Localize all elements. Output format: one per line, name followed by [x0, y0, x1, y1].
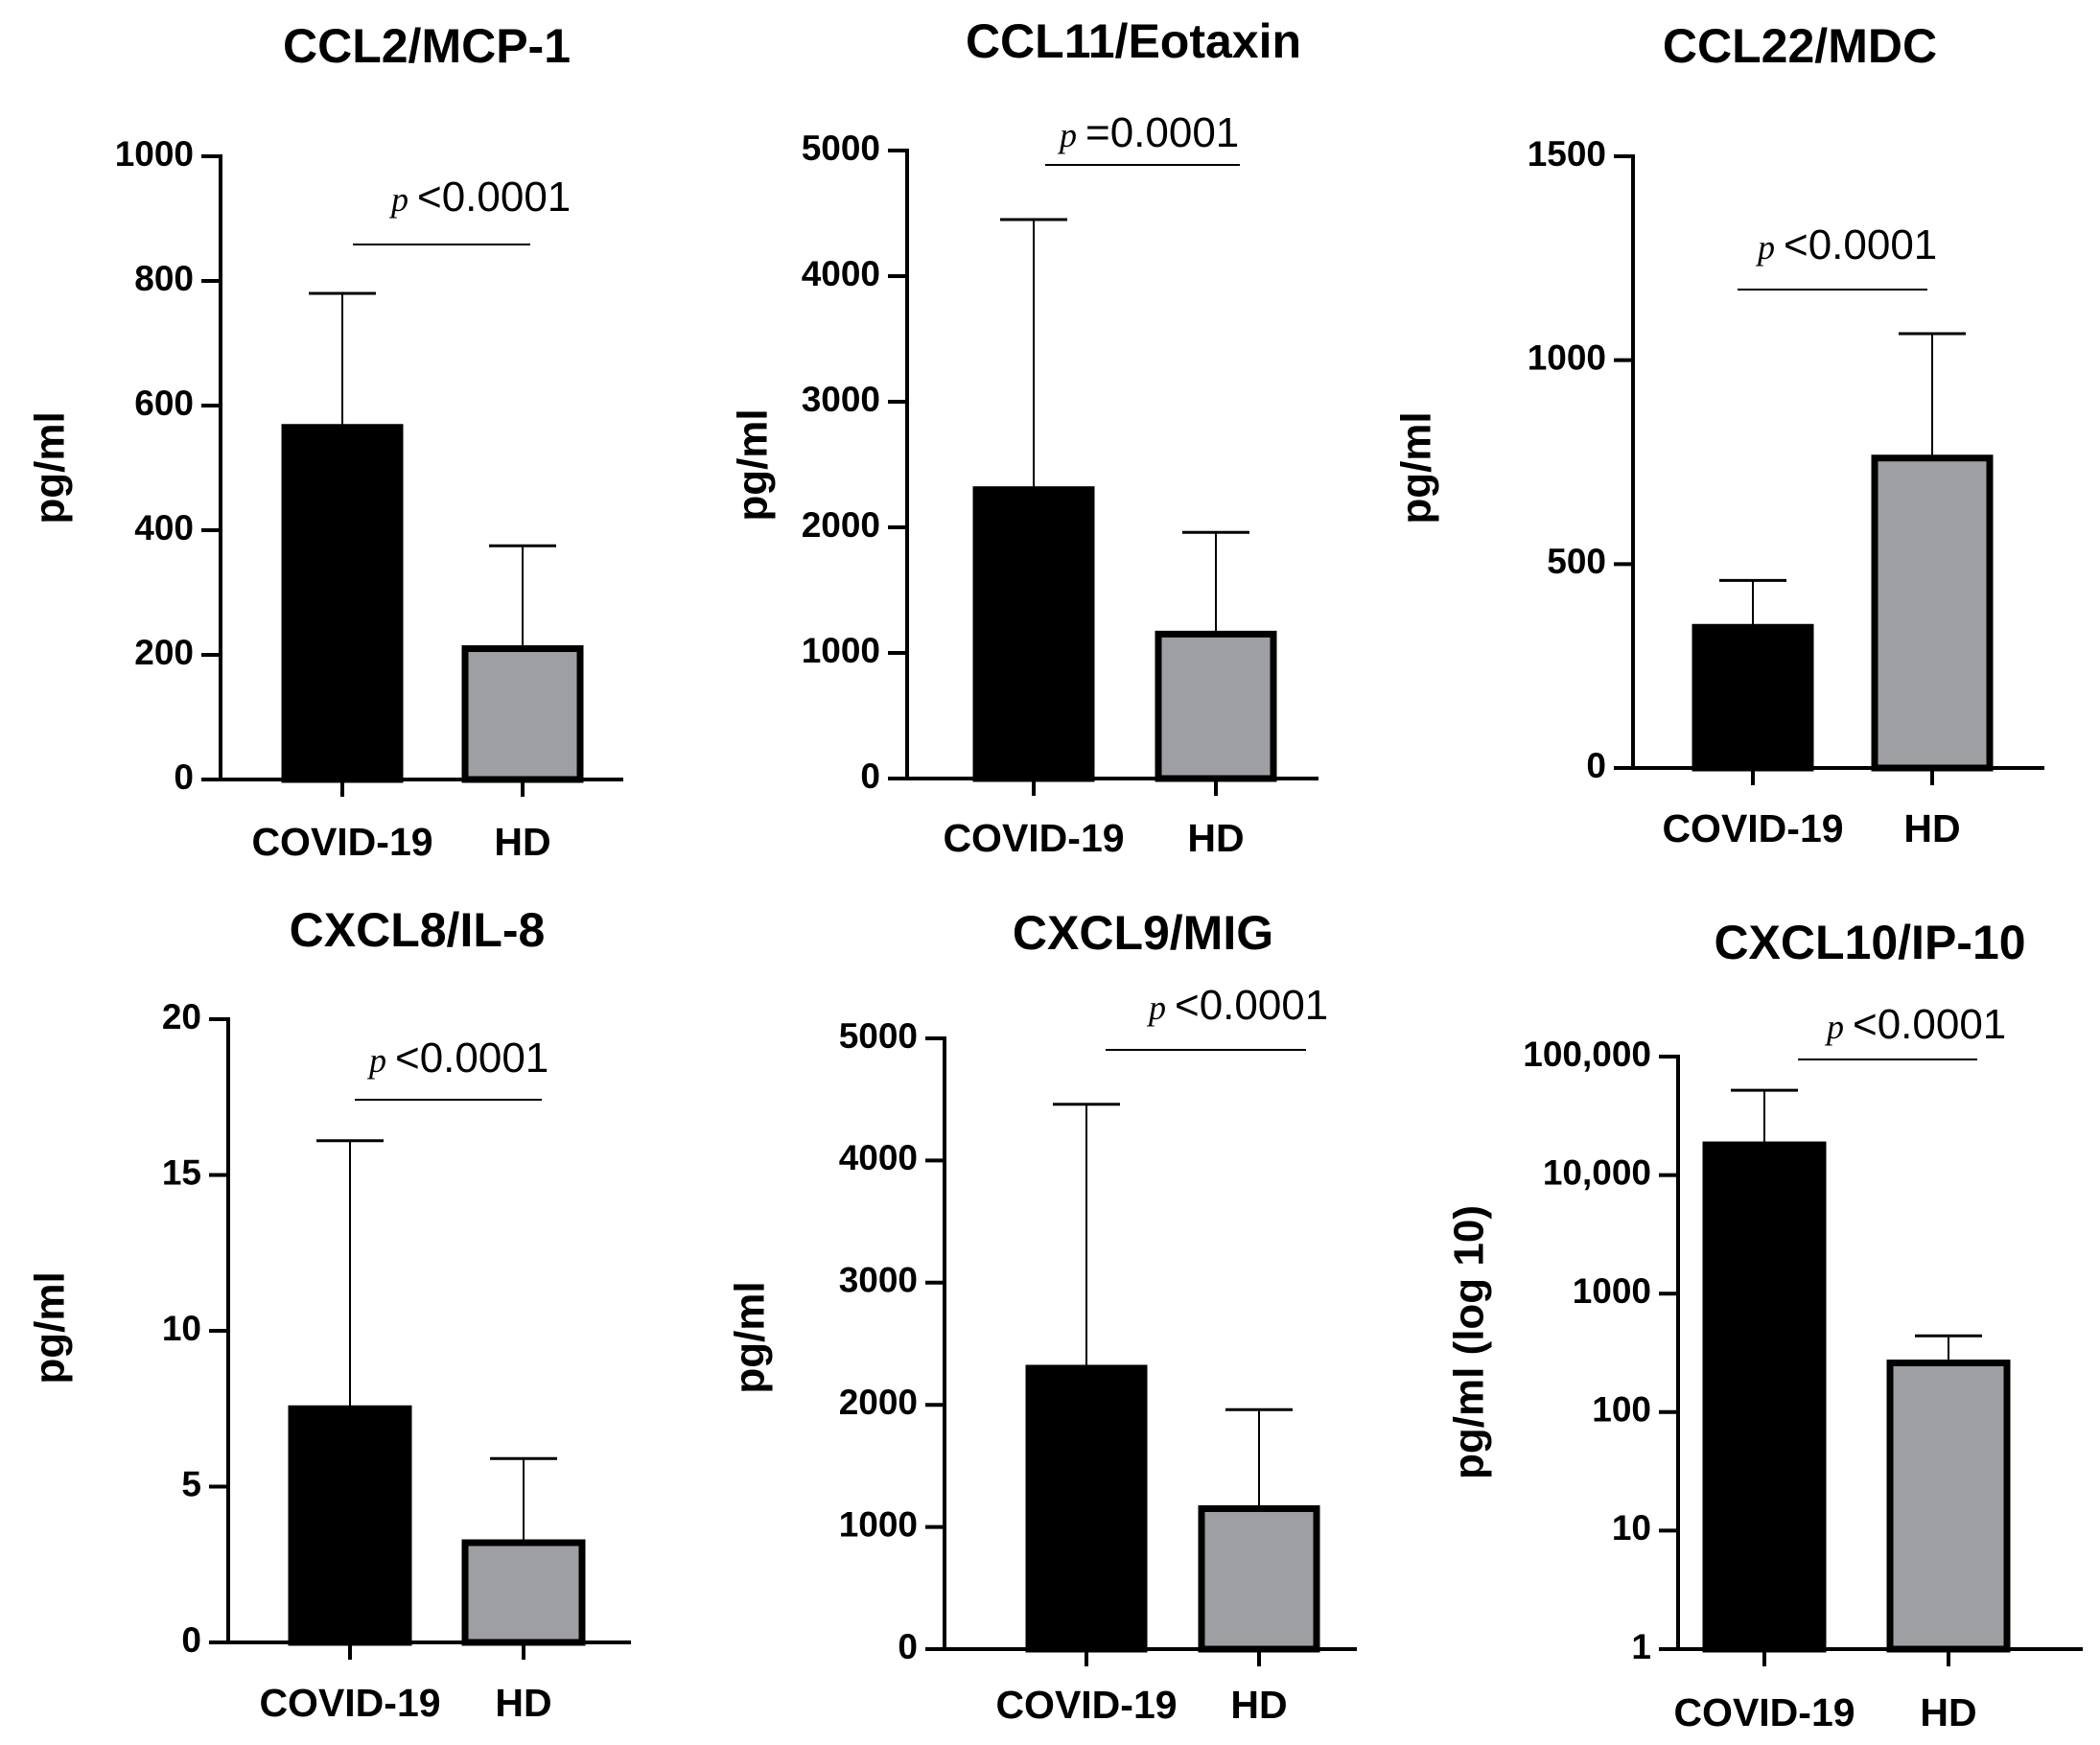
- bar-hd: [1155, 630, 1277, 782]
- y-tick-label: 1000: [1573, 1271, 1651, 1311]
- y-tick-label: 200: [134, 633, 194, 672]
- y-tick-label: 10: [162, 1309, 201, 1348]
- bar-hd: [461, 645, 584, 783]
- chart-panel-2: CCL11/Eotaxin pg/ml 0 1000 2000 3000 4000 5000 C…: [730, 14, 1318, 860]
- p-symbol: p: [1824, 1008, 1853, 1046]
- bar-covid-19: [972, 486, 1095, 782]
- y-tick-label: 0: [181, 1620, 201, 1660]
- p-value-label: p <0.0001: [1146, 982, 1328, 1029]
- y-tick-label: 5: [181, 1464, 201, 1503]
- chart-panel-6: CXCL10/IP-10 pg/ml (log 10) 1 10 100 1000 10,0…: [1446, 916, 2083, 1734]
- p-symbol: p: [1755, 228, 1784, 267]
- y-tick-label: 100,000: [1523, 1035, 1651, 1074]
- y-tick-label: 4000: [839, 1138, 918, 1177]
- chart-panel-5: CXCL9/MIG pg/ml 0 1000 2000 3000 4000 5000 COVID…: [727, 906, 1357, 1727]
- y-tick-label: 1000: [115, 134, 194, 174]
- y-tick-label: 0: [860, 756, 880, 796]
- y-tick-label: 1000: [839, 1504, 918, 1544]
- y-tick-label: 2000: [839, 1383, 918, 1422]
- y-axis-label: pg/ml (log 10): [1446, 1205, 1493, 1479]
- bar-hd: [1871, 454, 1994, 772]
- p-value-label: p <0.0001: [1755, 221, 1937, 268]
- chart-panel-1: CCL2/MCP-1 pg/ml 0 200 400 600 800 1000 COVID-19…: [27, 19, 623, 864]
- y-tick-label: 600: [134, 384, 194, 423]
- chart-title: CCL22/MDC: [1663, 19, 1937, 73]
- y-tick-label: 0: [1586, 746, 1606, 785]
- bar-hd: [1886, 1360, 2011, 1653]
- x-category-label: COVID-19: [995, 1683, 1177, 1727]
- bar-covid-19: [1025, 1364, 1148, 1653]
- y-tick-label: 400: [134, 508, 194, 547]
- y-tick-label: 3000: [802, 380, 880, 419]
- p-value-label: p <0.0001: [388, 174, 571, 221]
- chart-title: CCL2/MCP-1: [283, 19, 571, 73]
- y-tick-label: 20: [162, 997, 201, 1036]
- y-tick-label: 15: [162, 1152, 201, 1192]
- bar-covid-19: [1692, 623, 1814, 772]
- p-value-text: =0.0001: [1085, 109, 1239, 156]
- y-tick-label: 1000: [802, 631, 880, 670]
- x-category-label: COVID-19: [943, 816, 1124, 860]
- y-tick-label: 5000: [802, 128, 880, 168]
- y-tick-label: 0: [174, 757, 194, 797]
- y-tick-label: 800: [134, 259, 194, 298]
- y-axis-label: pg/ml: [730, 408, 777, 521]
- p-symbol: p: [1146, 989, 1175, 1027]
- bar-covid-19: [288, 1405, 412, 1646]
- chart-title: CXCL8/IL-8: [290, 903, 546, 957]
- chart-panel-4: CXCL8/IL-8 pg/ml 0 5 10 15 20 COVID-19 HD p <0.00…: [27, 903, 631, 1725]
- y-tick-label: 4000: [802, 254, 880, 293]
- p-value-text: <0.0001: [1175, 982, 1328, 1029]
- y-tick-label: 10: [1612, 1508, 1651, 1547]
- x-category-label: COVID-19: [1673, 1690, 1855, 1734]
- y-axis-label: pg/ml: [1393, 411, 1440, 524]
- x-category-label: COVID-19: [1662, 806, 1843, 850]
- x-category-label: HD: [495, 1681, 551, 1725]
- y-tick-label: 10,000: [1543, 1152, 1651, 1192]
- p-value-label: p <0.0001: [1824, 1001, 2006, 1048]
- p-symbol: p: [388, 180, 417, 219]
- y-tick-label: 2000: [802, 505, 880, 545]
- bar-covid-19: [281, 424, 404, 783]
- bar-covid-19: [1702, 1141, 1827, 1653]
- p-value-text: <0.0001: [1784, 221, 1937, 268]
- y-tick-label: 500: [1547, 542, 1606, 581]
- p-value-text: <0.0001: [395, 1035, 548, 1082]
- y-tick-label: 100: [1592, 1390, 1651, 1430]
- chart-title: CXCL9/MIG: [1013, 906, 1273, 960]
- y-tick-label: 0: [898, 1627, 918, 1666]
- p-symbol: p: [366, 1041, 395, 1080]
- x-category-label: COVID-19: [259, 1681, 440, 1725]
- x-category-label: HD: [494, 820, 550, 864]
- bar-hd: [461, 1539, 586, 1646]
- y-axis-label: pg/ml: [727, 1281, 774, 1393]
- x-category-label: HD: [1187, 816, 1244, 860]
- p-value-text: <0.0001: [417, 174, 571, 221]
- y-tick-label: 1: [1631, 1627, 1651, 1666]
- y-tick-label: 3000: [839, 1261, 918, 1300]
- p-value-label: p <0.0001: [366, 1035, 548, 1082]
- y-axis-label: pg/ml: [27, 411, 74, 524]
- p-value-text: <0.0001: [1853, 1001, 2006, 1048]
- x-category-label: HD: [1920, 1690, 1976, 1734]
- x-category-label: HD: [1903, 806, 1960, 850]
- y-tick-label: 5000: [839, 1016, 918, 1056]
- bar-hd: [1198, 1504, 1320, 1653]
- chart-panel-3: CCL22/MDC pg/ml 0 500 1000 1500 COVID-19 HD p <0…: [1393, 19, 2044, 850]
- y-axis-label: pg/ml: [27, 1271, 74, 1384]
- y-tick-label: 1500: [1528, 134, 1606, 174]
- p-symbol: p: [1057, 116, 1085, 154]
- chart-title: CXCL10/IP-10: [1714, 916, 2025, 969]
- x-category-label: HD: [1230, 1683, 1287, 1727]
- x-category-label: COVID-19: [251, 820, 432, 864]
- p-value-label: p =0.0001: [1057, 109, 1239, 156]
- chart-title: CCL11/Eotaxin: [966, 14, 1301, 68]
- y-tick-label: 1000: [1528, 337, 1606, 377]
